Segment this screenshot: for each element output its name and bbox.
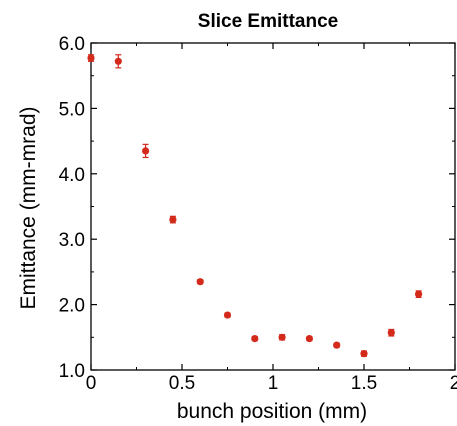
data-point (333, 341, 341, 349)
data-point (305, 335, 313, 343)
x-tick-label: 0 (86, 373, 97, 394)
y-axis-label: Emittance (mm-mrad) (17, 106, 40, 309)
y-tick-label: 4.0 (59, 165, 85, 186)
data-point (360, 350, 368, 358)
x-tick-label: 1 (268, 373, 279, 394)
plot-border (90, 42, 456, 371)
y-tick-label: 6.0 (59, 34, 85, 55)
data-point (415, 290, 423, 298)
data-point (114, 57, 122, 65)
x-axis-label: bunch position (mm) (177, 400, 367, 423)
data-point (169, 215, 177, 224)
data-point (223, 311, 232, 319)
y-tick-label: 5.0 (59, 99, 85, 120)
plot-frame (90, 42, 456, 371)
x-tick-label: 0.5 (169, 373, 195, 394)
data-point (278, 333, 286, 341)
data-point (87, 54, 95, 62)
x-axis: 0 0.5 1 1.5 2 (86, 43, 457, 394)
y-tick-label: 3.0 (59, 230, 85, 251)
chart-title: Slice Emittance (198, 11, 338, 32)
x-tick-label: 1.5 (351, 373, 377, 394)
data-point (251, 335, 259, 343)
data-point (142, 147, 150, 155)
data-point (196, 278, 204, 286)
y-axis: 1.0 2.0 3.0 4.0 5.0 6.0 (59, 34, 455, 382)
data-point (387, 329, 395, 337)
y-tick-label: 2.0 (59, 296, 85, 317)
data-points (87, 54, 423, 358)
x-tick-label: 2 (450, 373, 457, 394)
y-tick-label: 1.0 (59, 361, 85, 382)
